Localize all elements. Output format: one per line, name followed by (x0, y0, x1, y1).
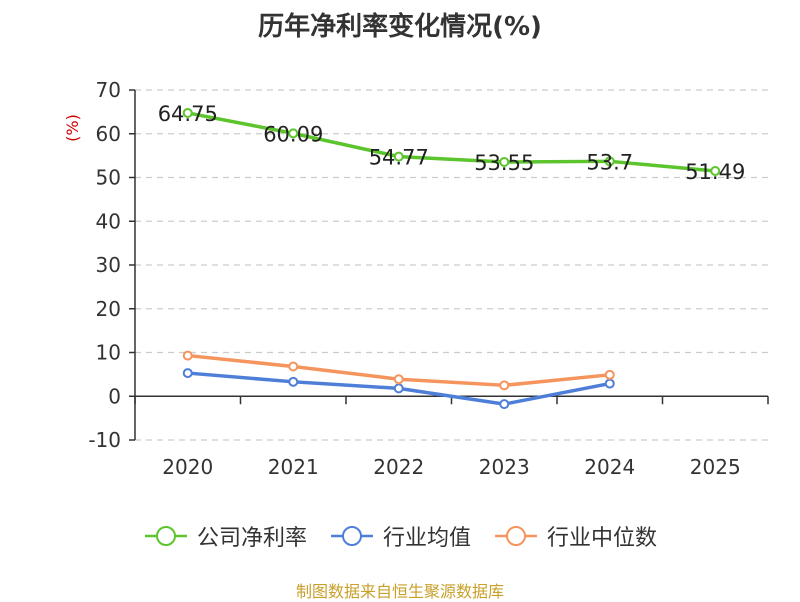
data-point-s1-0 (182, 368, 193, 379)
y-tick-label: 40 (96, 209, 121, 233)
data-label-s0-4: 53.7 (586, 150, 633, 174)
y-tick-label: -10 (88, 428, 121, 452)
y-tick-label: 0 (108, 384, 121, 408)
data-label-s0-0: 64.75 (158, 102, 218, 126)
data-point-s2-0 (182, 350, 193, 361)
legend: 公司净利率 行业均值 行业中位数 (0, 520, 800, 552)
legend-marker-mean-icon (330, 526, 373, 546)
y-tick-label: 60 (96, 122, 121, 146)
y-tick-label: 20 (96, 297, 121, 321)
data-label-s0-3: 53.55 (474, 151, 534, 175)
data-point-s2-3 (499, 380, 510, 391)
x-tick-label: 2022 (373, 455, 424, 479)
y-tick-label: 50 (96, 166, 121, 190)
legend-item-company[interactable]: 公司净利率 (143, 520, 307, 552)
y-tick-label: 70 (96, 78, 121, 102)
legend-item-industry-mean[interactable]: 行业均值 (329, 520, 471, 552)
grid-lines (135, 89, 768, 441)
data-label-s0-1: 60.09 (263, 122, 323, 146)
axes: -10 0 10 20 30 40 50 60 70 2020 2021 2022 2023 2024 20… (88, 78, 769, 479)
data-point-s0-0 (182, 107, 193, 118)
data-point-s1-2 (393, 383, 404, 394)
y-axis-label: (%) (63, 114, 82, 142)
data-label-s0-2: 54.77 (369, 146, 429, 170)
legend-marker-median-icon (495, 526, 537, 546)
data-point-s0-3 (499, 156, 510, 167)
data-point-s1-1 (288, 376, 299, 387)
data-point-s1-4 (604, 378, 615, 389)
data-source-note: 制图数据来自恒生聚源数据库 (295, 582, 504, 601)
legend-label-industry-median: 行业中位数 (547, 526, 658, 551)
y-tick-label: 30 (96, 253, 121, 277)
x-tick-label: 2021 (268, 455, 319, 479)
x-tick-label: 2020 (162, 455, 213, 479)
legend-label-industry-mean: 行业均值 (382, 526, 471, 551)
data-point-s0-4 (604, 156, 615, 167)
data-point-s2-1 (288, 361, 299, 372)
data-labels: 64.75 60.09 54.77 53.55 53.7 51.49 (158, 102, 746, 184)
legend-item-industry-median[interactable]: 行业中位数 (493, 520, 657, 552)
series-lines (182, 107, 721, 410)
x-tick-label: 2023 (479, 455, 530, 479)
data-point-s1-3 (499, 399, 510, 410)
data-point-s2-4 (604, 369, 615, 380)
data-label-s0-5: 51.49 (685, 160, 745, 184)
x-tick-label: 2024 (584, 455, 635, 479)
data-point-s0-1 (288, 128, 299, 139)
chart-title: 历年净利率变化情况(%) (258, 12, 542, 42)
legend-marker-company-icon (144, 526, 187, 546)
data-point-s2-2 (393, 374, 404, 385)
data-point-s0-2 (393, 151, 404, 162)
legend-label-company: 公司净利率 (196, 526, 307, 551)
series-line-0 (187, 111, 716, 173)
x-tick-label: 2025 (690, 455, 741, 479)
data-point-s0-5 (710, 165, 721, 176)
y-tick-label: 10 (96, 341, 121, 365)
